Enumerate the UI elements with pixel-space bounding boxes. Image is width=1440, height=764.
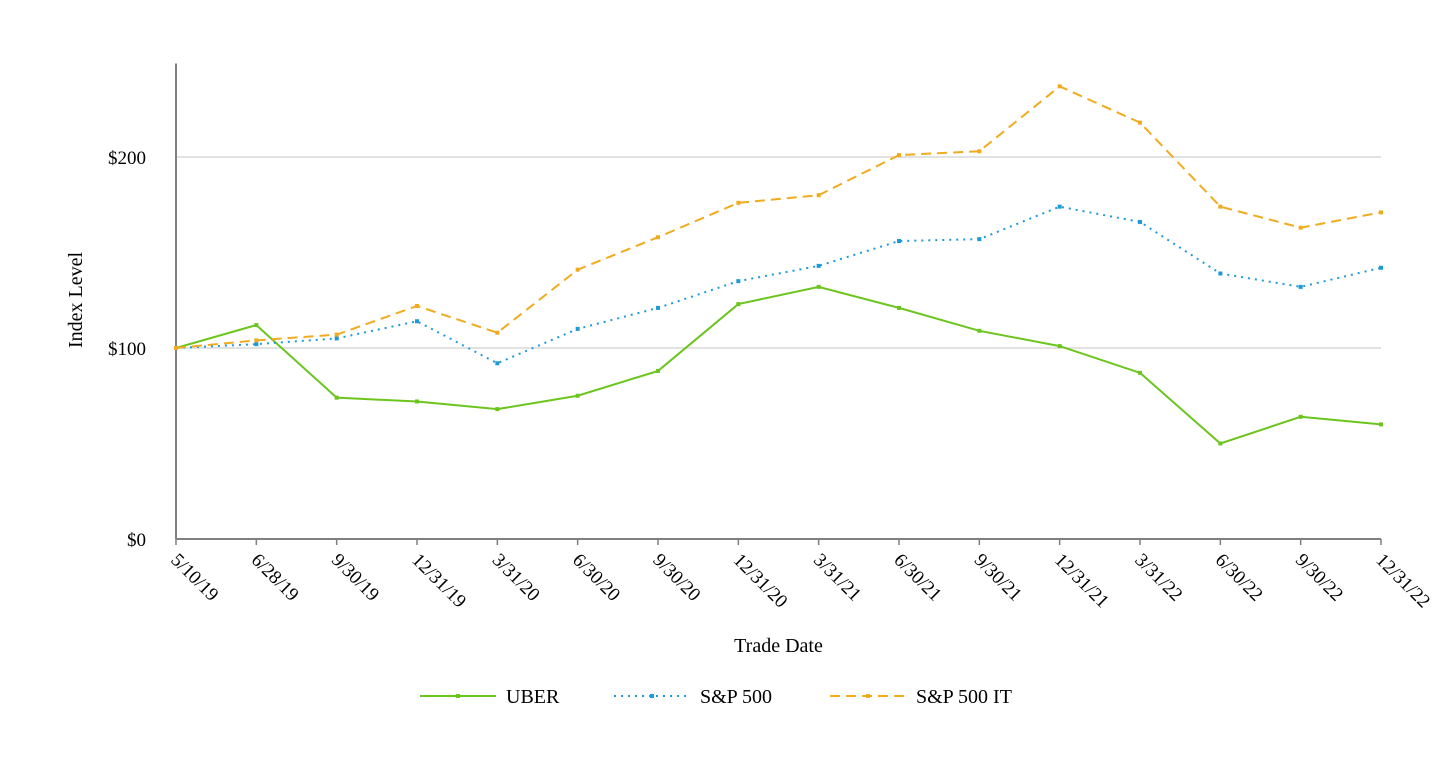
data-point — [1057, 344, 1062, 349]
y-axis-title: Index Level — [65, 252, 87, 349]
x-tick-label: 12/31/22 — [1371, 550, 1434, 613]
y-tick-label: $200 — [108, 148, 146, 169]
x-tick-label: 6/30/22 — [1211, 550, 1267, 606]
data-point — [1138, 219, 1142, 224]
data-point — [816, 263, 821, 268]
data-point — [1218, 441, 1223, 446]
legend-label: UBER — [506, 686, 560, 708]
data-point — [1057, 84, 1062, 89]
data-point — [897, 153, 901, 158]
x-tick-label: 6/30/20 — [568, 550, 624, 606]
data-point — [334, 336, 339, 341]
series-uber — [174, 284, 1383, 446]
series-lines — [174, 84, 1383, 446]
data-point — [736, 200, 741, 205]
gridlines — [176, 156, 1381, 349]
x-tick-label: 3/31/20 — [488, 550, 544, 606]
legend-item: S&P 500 IT — [830, 686, 1012, 708]
data-point — [495, 407, 500, 412]
data-point — [656, 368, 660, 373]
data-point — [254, 323, 259, 328]
data-point — [1298, 225, 1303, 230]
legend-marker — [456, 694, 460, 698]
y-tick-labels: $0 $100 $200 — [108, 148, 146, 551]
data-point — [495, 330, 500, 335]
legend-marker — [650, 694, 654, 698]
x-tick-labels: 5/10/19 6/28/19 9/30/19 12/31/19 3/31/20 6/30… — [166, 550, 1434, 613]
data-point — [254, 342, 259, 347]
axes — [175, 63, 1382, 545]
x-tick-label: 9/30/21 — [970, 550, 1026, 606]
x-tick-label: 9/30/22 — [1291, 550, 1347, 606]
data-point — [1138, 370, 1142, 375]
data-point — [1298, 284, 1303, 289]
series-s-p-500-it — [174, 84, 1383, 350]
data-point — [977, 149, 982, 154]
data-point — [415, 303, 419, 308]
data-point — [575, 326, 580, 331]
data-point — [736, 279, 741, 284]
y-tick-label: $100 — [108, 339, 146, 360]
data-point — [575, 267, 580, 272]
x-tick-label: 12/31/21 — [1050, 550, 1113, 613]
series-line — [175, 285, 1382, 445]
legend-item: S&P 500 — [614, 686, 772, 708]
legend-label: S&P 500 IT — [916, 686, 1012, 708]
data-point — [1298, 414, 1303, 419]
series-line — [175, 85, 1382, 349]
data-point — [1057, 204, 1062, 209]
legend: UBER S&P 500 S&P 500 IT — [420, 686, 1012, 708]
series-s-p-500 — [174, 204, 1383, 366]
data-point — [174, 346, 178, 350]
data-point — [1138, 120, 1142, 125]
data-point — [977, 328, 982, 333]
data-point — [977, 237, 982, 242]
data-point — [656, 235, 660, 240]
data-point — [1379, 210, 1383, 215]
x-tick-label: 9/30/19 — [327, 550, 383, 606]
x-tick-label: 12/31/19 — [407, 550, 470, 613]
data-point — [415, 399, 419, 404]
x-tick-label: 5/10/19 — [166, 550, 222, 606]
data-point — [656, 305, 660, 310]
x-tick-label: 6/30/21 — [889, 550, 945, 606]
data-point — [415, 319, 419, 324]
data-point — [254, 338, 259, 343]
legend-item: UBER — [420, 686, 560, 708]
x-tick-label: 3/31/21 — [809, 550, 865, 606]
data-point — [1218, 271, 1223, 276]
data-point — [1218, 204, 1223, 209]
legend-label: S&P 500 — [700, 686, 772, 708]
data-point — [816, 193, 821, 198]
x-tick-label: 3/31/22 — [1130, 550, 1186, 606]
legend-marker — [866, 694, 870, 698]
data-point — [334, 332, 339, 337]
x-axis-title: Trade Date — [734, 635, 823, 657]
data-point — [897, 305, 901, 310]
data-point — [897, 239, 901, 244]
x-tick-label: 12/31/20 — [729, 550, 792, 613]
data-point — [334, 395, 339, 400]
data-point — [575, 393, 580, 398]
data-point — [736, 302, 741, 307]
data-point — [816, 284, 821, 289]
data-point — [1379, 265, 1383, 270]
data-point — [495, 361, 500, 366]
y-tick-label: $0 — [127, 530, 146, 551]
x-tick-label: 9/30/20 — [648, 550, 704, 606]
x-tick-label: 6/28/19 — [247, 550, 303, 606]
data-point — [1379, 422, 1383, 427]
series-line — [175, 205, 1382, 365]
